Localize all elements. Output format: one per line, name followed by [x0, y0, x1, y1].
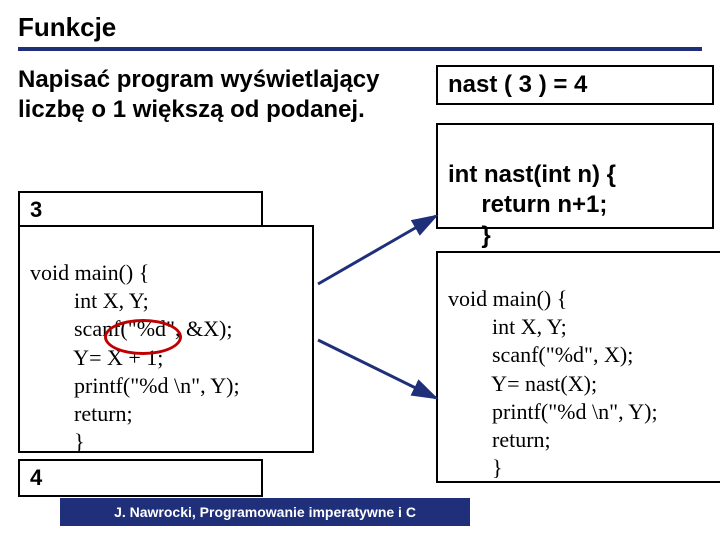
code-main-right: void main() { int X, Y; scanf("%d", X); …: [436, 251, 720, 483]
code-line: int X, Y;: [30, 288, 149, 313]
slide-title: Funkcje: [18, 12, 702, 43]
title-rule: [18, 47, 702, 51]
code-line: void main() {: [30, 260, 149, 285]
code-line: int nast(int n) {: [448, 161, 616, 188]
code-line: }: [448, 455, 503, 480]
code-line: return n+1;: [448, 191, 607, 218]
code-line: return;: [30, 401, 133, 426]
footer-bar: J. Nawrocki, Programowanie imperatywne i…: [60, 498, 470, 526]
nast-title-box: nast ( 3 ) = 4: [436, 65, 714, 105]
code-line: return;: [448, 427, 551, 452]
input-value-box: 3: [18, 191, 263, 229]
code-line: }: [448, 222, 491, 249]
code-line: scanf("%d", X);: [448, 342, 633, 367]
code-line: printf("%d \n", Y);: [448, 399, 658, 424]
output-value-box: 4: [18, 459, 263, 497]
code-line: int X, Y;: [448, 314, 567, 339]
code-line: void main() {: [448, 286, 567, 311]
code-line: Y= nast(X);: [448, 371, 597, 396]
code-line: printf("%d \n", Y);: [30, 373, 240, 398]
content-area: Napisać program wyświetlający liczbę o 1…: [18, 65, 702, 485]
code-line: }: [30, 429, 85, 454]
code-nast-fn: int nast(int n) { return n+1; }: [436, 123, 714, 229]
highlight-circle: [104, 319, 182, 355]
task-prompt: Napisać program wyświetlający liczbę o 1…: [18, 65, 408, 125]
